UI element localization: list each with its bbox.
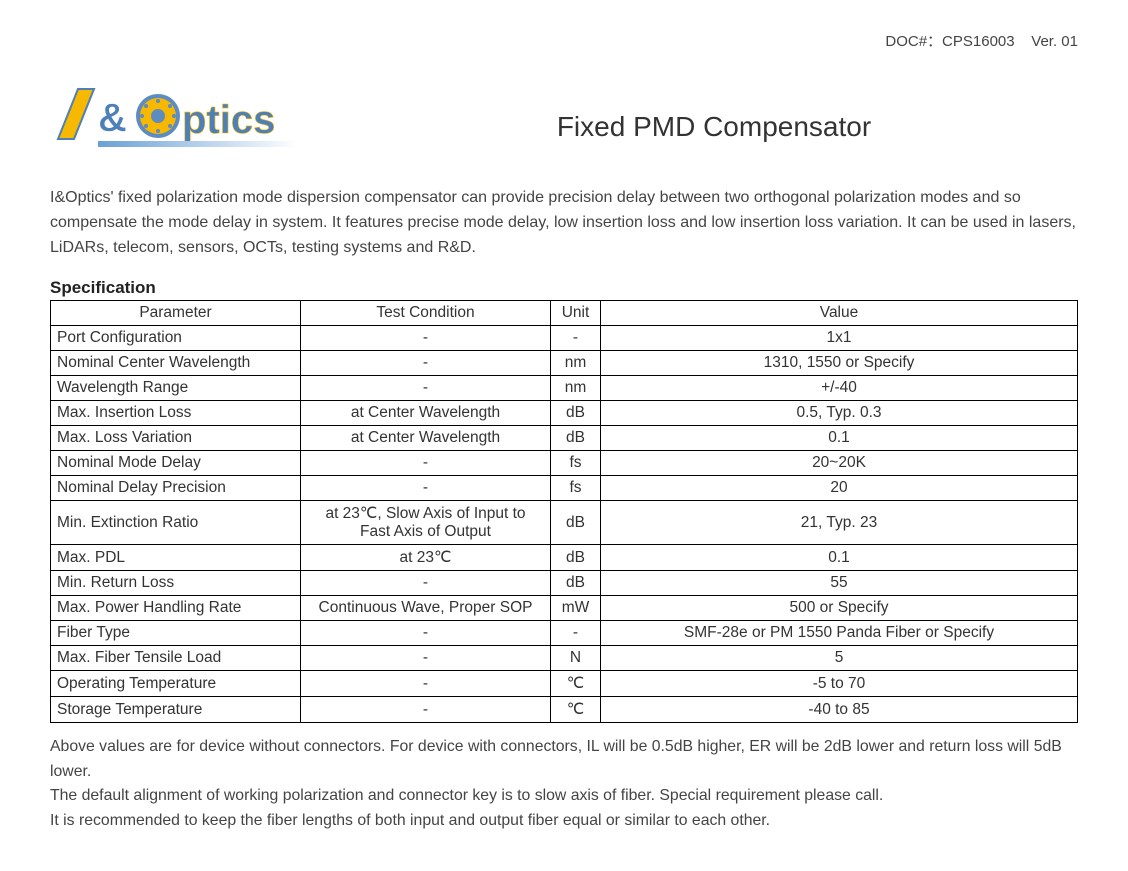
table-row: Nominal Mode Delay-fs20~20K bbox=[51, 451, 1078, 476]
table-row: Min. Extinction Ratioat 23℃, Slow Axis o… bbox=[51, 501, 1078, 545]
cell-unit: dB bbox=[551, 501, 601, 545]
cell-parameter: Min. Return Loss bbox=[51, 571, 301, 596]
cell-unit: dB bbox=[551, 571, 601, 596]
table-row: Max. Insertion Lossat Center Wavelengthd… bbox=[51, 401, 1078, 426]
cell-parameter: Max. Fiber Tensile Load bbox=[51, 646, 301, 671]
cell-value: 1310, 1550 or Specify bbox=[601, 351, 1078, 376]
cell-parameter: Max. Power Handling Rate bbox=[51, 596, 301, 621]
cell-unit: - bbox=[551, 326, 601, 351]
cell-value: -5 to 70 bbox=[601, 671, 1078, 697]
page-title: Fixed PMD Compensator bbox=[350, 111, 1078, 143]
cell-unit: dB bbox=[551, 426, 601, 451]
doc-version: Ver. 01 bbox=[1031, 33, 1078, 50]
cell-unit: dB bbox=[551, 401, 601, 426]
cell-parameter: Min. Extinction Ratio bbox=[51, 501, 301, 545]
table-row: Min. Return Loss-dB55 bbox=[51, 571, 1078, 596]
cell-value: 0.1 bbox=[601, 545, 1078, 571]
cell-parameter: Storage Temperature bbox=[51, 697, 301, 723]
table-header-row: Parameter Test Condition Unit Value bbox=[51, 301, 1078, 326]
cell-parameter: Nominal Delay Precision bbox=[51, 476, 301, 501]
table-row: Max. Loss Variationat Center Wavelengthd… bbox=[51, 426, 1078, 451]
col-header-parameter: Parameter bbox=[51, 301, 301, 326]
cell-test-condition: - bbox=[301, 326, 551, 351]
svg-text:&: & bbox=[98, 96, 127, 140]
cell-value: 20 bbox=[601, 476, 1078, 501]
cell-value: 1x1 bbox=[601, 326, 1078, 351]
intro-paragraph: I&Optics' fixed polarization mode disper… bbox=[50, 186, 1078, 260]
table-row: Storage Temperature-℃-40 to 85 bbox=[51, 697, 1078, 723]
cell-parameter: Max. Loss Variation bbox=[51, 426, 301, 451]
cell-unit: fs bbox=[551, 476, 601, 501]
doc-header: DOC#：CPS16003 Ver. 01 bbox=[50, 30, 1078, 51]
cell-test-condition: at Center Wavelength bbox=[301, 401, 551, 426]
cell-test-condition: - bbox=[301, 571, 551, 596]
cell-unit: nm bbox=[551, 376, 601, 401]
cell-value: 500 or Specify bbox=[601, 596, 1078, 621]
cell-unit: dB bbox=[551, 545, 601, 571]
cell-unit: mW bbox=[551, 596, 601, 621]
cell-value: 0.5, Typ. 0.3 bbox=[601, 401, 1078, 426]
company-logo: & ptics bbox=[50, 81, 310, 161]
cell-unit: ℃ bbox=[551, 671, 601, 697]
cell-test-condition: Continuous Wave, Proper SOP bbox=[301, 596, 551, 621]
cell-parameter: Nominal Center Wavelength bbox=[51, 351, 301, 376]
col-header-test: Test Condition bbox=[301, 301, 551, 326]
table-row: Nominal Delay Precision-fs20 bbox=[51, 476, 1078, 501]
footnotes: Above values are for device without conn… bbox=[50, 735, 1078, 833]
cell-test-condition: at 23℃ bbox=[301, 545, 551, 571]
cell-parameter: Port Configuration bbox=[51, 326, 301, 351]
cell-test-condition: at Center Wavelength bbox=[301, 426, 551, 451]
cell-value: 20~20K bbox=[601, 451, 1078, 476]
table-row: Nominal Center Wavelength-nm1310, 1550 o… bbox=[51, 351, 1078, 376]
cell-unit: fs bbox=[551, 451, 601, 476]
cell-test-condition: - bbox=[301, 697, 551, 723]
cell-test-condition: at 23℃, Slow Axis of Input toFast Axis o… bbox=[301, 501, 551, 545]
table-row: Max. Power Handling RateContinuous Wave,… bbox=[51, 596, 1078, 621]
cell-value: 55 bbox=[601, 571, 1078, 596]
cell-parameter: Operating Temperature bbox=[51, 671, 301, 697]
cell-unit: N bbox=[551, 646, 601, 671]
cell-parameter: Wavelength Range bbox=[51, 376, 301, 401]
cell-unit: nm bbox=[551, 351, 601, 376]
cell-test-condition: - bbox=[301, 671, 551, 697]
cell-value: 5 bbox=[601, 646, 1078, 671]
cell-value: +/-40 bbox=[601, 376, 1078, 401]
table-row: Port Configuration--1x1 bbox=[51, 326, 1078, 351]
col-header-value: Value bbox=[601, 301, 1078, 326]
specification-heading: Specification bbox=[50, 278, 1078, 298]
cell-test-condition: - bbox=[301, 476, 551, 501]
cell-test-condition: - bbox=[301, 351, 551, 376]
footnote-line: The default alignment of working polariz… bbox=[50, 784, 1078, 808]
col-header-unit: Unit bbox=[551, 301, 601, 326]
cell-unit: ℃ bbox=[551, 697, 601, 723]
doc-number: DOC#：CPS16003 bbox=[885, 33, 1014, 50]
cell-test-condition: - bbox=[301, 621, 551, 646]
footnote-line: Above values are for device without conn… bbox=[50, 735, 1078, 784]
cell-test-condition: - bbox=[301, 376, 551, 401]
cell-value: SMF-28e or PM 1550 Panda Fiber or Specif… bbox=[601, 621, 1078, 646]
cell-test-condition: - bbox=[301, 451, 551, 476]
table-row: Max. Fiber Tensile Load-N5 bbox=[51, 646, 1078, 671]
cell-parameter: Max. PDL bbox=[51, 545, 301, 571]
table-row: Max. PDLat 23℃dB0.1 bbox=[51, 545, 1078, 571]
specification-table: Parameter Test Condition Unit Value Port… bbox=[50, 300, 1078, 723]
cell-value: -40 to 85 bbox=[601, 697, 1078, 723]
cell-parameter: Fiber Type bbox=[51, 621, 301, 646]
cell-unit: - bbox=[551, 621, 601, 646]
table-row: Wavelength Range-nm+/-40 bbox=[51, 376, 1078, 401]
table-row: Fiber Type--SMF-28e or PM 1550 Panda Fib… bbox=[51, 621, 1078, 646]
svg-text:ptics: ptics bbox=[182, 98, 275, 142]
logo-svg: & ptics bbox=[50, 81, 310, 161]
cell-parameter: Max. Insertion Loss bbox=[51, 401, 301, 426]
cell-test-condition: - bbox=[301, 646, 551, 671]
table-row: Operating Temperature-℃-5 to 70 bbox=[51, 671, 1078, 697]
footnote-line: It is recommended to keep the fiber leng… bbox=[50, 809, 1078, 833]
cell-value: 21, Typ. 23 bbox=[601, 501, 1078, 545]
cell-parameter: Nominal Mode Delay bbox=[51, 451, 301, 476]
logo-title-row: & ptics Fixed PMD Compensator bbox=[50, 81, 1078, 161]
cell-value: 0.1 bbox=[601, 426, 1078, 451]
